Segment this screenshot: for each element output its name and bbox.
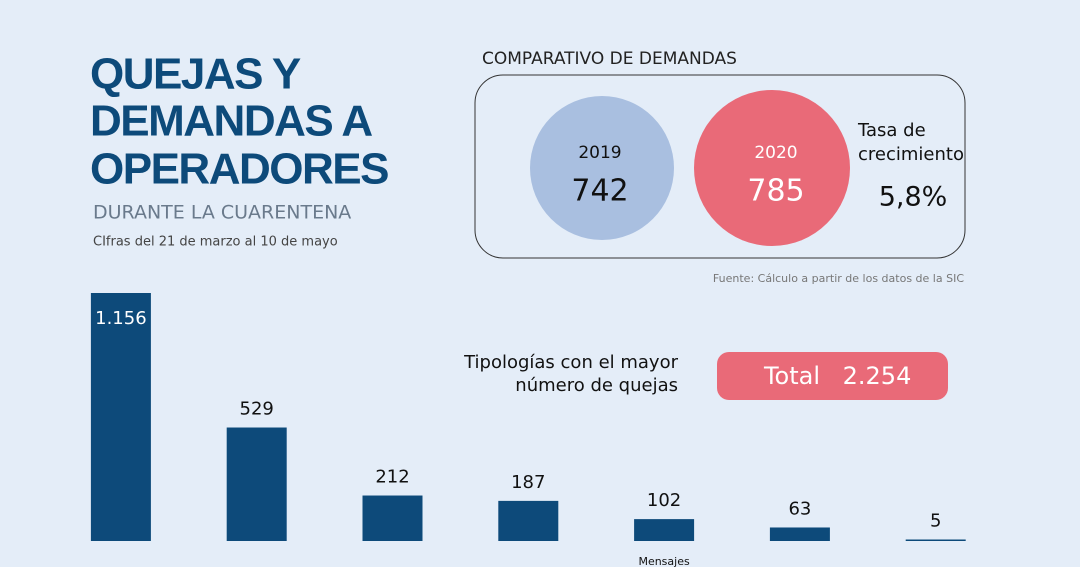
title-line: DEMANDAS A: [90, 97, 372, 146]
total-label: Total: [763, 362, 820, 390]
title-line: OPERADORES: [90, 145, 388, 194]
bar: [905, 539, 966, 541]
value-label: 1.156: [95, 308, 147, 329]
growth-label: Tasa de: [857, 120, 926, 141]
growth-label: crecimiento: [858, 144, 964, 165]
year: 2020: [754, 143, 797, 163]
bar: [634, 519, 695, 541]
title-line: QUEJAS Y: [90, 50, 301, 99]
summary-label: Tipologías con el mayor: [463, 352, 679, 373]
source: Fuente: Cálculo a partir de los datos de…: [713, 272, 964, 285]
value-label: 212: [375, 467, 409, 488]
category-label: Mensajes: [638, 555, 690, 567]
value: 785: [747, 174, 804, 209]
bar: [498, 500, 559, 541]
circle-2019: [530, 96, 674, 240]
bar-chart: 1.156 529 212 187 102 Mensajes 63 5: [90, 293, 966, 567]
year: 2019: [578, 143, 621, 163]
bar: [362, 495, 423, 541]
circle-2020: [694, 90, 850, 246]
value-label: 529: [240, 399, 274, 420]
value: 742: [571, 174, 628, 209]
bar: [90, 293, 151, 541]
comparison-title: COMPARATIVO DE DEMANDAS: [482, 49, 737, 69]
total-pill: [717, 352, 948, 400]
value-label: 5: [930, 511, 941, 532]
bar: [226, 427, 287, 541]
period: CIfras del 21 de marzo al 10 de mayo: [93, 235, 338, 250]
subtitle: DURANTE LA CUARENTENA: [93, 202, 351, 224]
total-value: 2.254: [843, 362, 912, 390]
growth-value: 5,8%: [879, 182, 948, 213]
value-label: 187: [511, 472, 545, 493]
summary-label: número de quejas: [515, 375, 678, 396]
comparison-box: [474, 74, 966, 259]
bar: [769, 527, 830, 541]
value-label: 63: [788, 498, 811, 519]
value-label: 102: [647, 490, 681, 511]
